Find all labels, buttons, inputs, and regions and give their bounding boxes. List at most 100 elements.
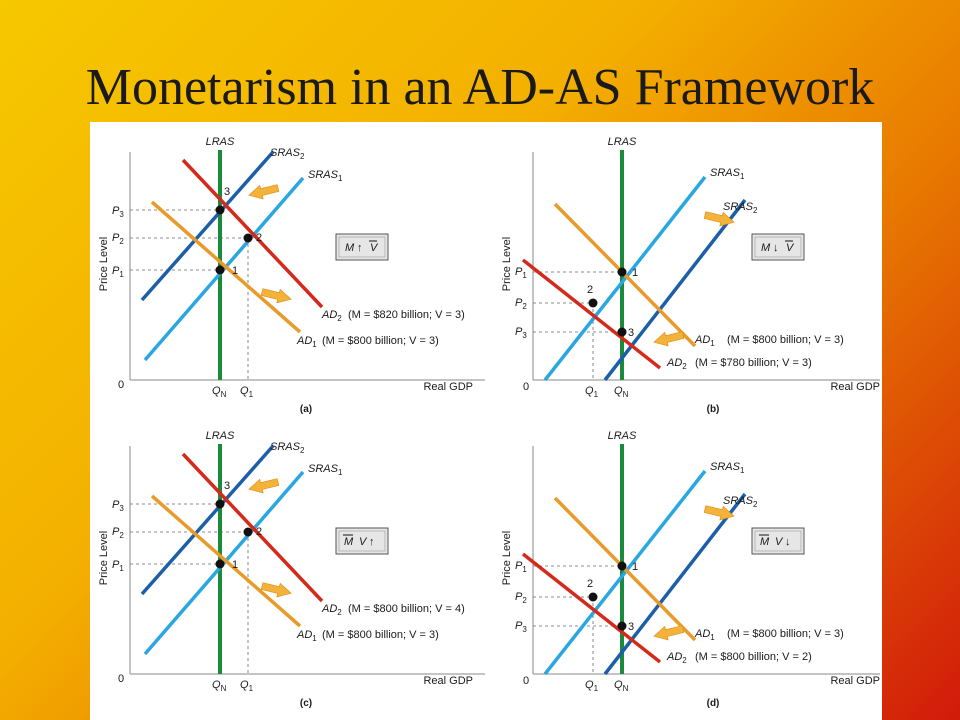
point-top [215, 499, 225, 509]
quantity-label-left: QN [212, 385, 227, 399]
price-label-bottom: P1 [112, 265, 124, 279]
mv-box-m: M [760, 536, 770, 548]
ad-note-upper: (M = $820 billion; V = 3) [348, 309, 465, 321]
ad-note-lower: (M = $800 billion; V = 2) [695, 651, 812, 663]
origin-label: 0 [523, 381, 529, 393]
quantity-label-right: QN [614, 385, 629, 399]
y-axis-label: Price Level [98, 237, 110, 291]
figure-panel: 0 Real GDP Price Level LRAS SRAS2 SRAS1 AD2 (M … [90, 122, 882, 720]
price-label-bottom: P1 [112, 559, 124, 573]
mv-box-v: V [370, 242, 379, 254]
mv-box-m: M [761, 242, 771, 254]
price-label-mid: P2 [112, 526, 124, 540]
quantity-label-right: Q1 [240, 385, 254, 399]
mv-box-m: M [345, 242, 355, 254]
y-axis-label: Price Level [501, 531, 513, 585]
price-label-top: P1 [515, 266, 527, 280]
ad-note-upper: (M = $800 billion; V = 3) [727, 334, 844, 346]
point-bottom [215, 559, 225, 569]
point-label-mid: 2 [587, 284, 593, 296]
x-axis-label: Real GDP [423, 381, 473, 393]
ad2-curve [181, 452, 324, 603]
mv-box: M ↓ V [751, 233, 805, 261]
point-mid [243, 527, 253, 537]
ad-label-lower: AD1 [296, 629, 317, 643]
mv-box-m: M [344, 536, 354, 548]
point-label-top: 3 [224, 186, 230, 198]
sras2-curve [603, 198, 747, 382]
origin-label: 0 [523, 675, 529, 687]
panel-caption: (d) [707, 698, 720, 709]
price-label-bottom: P3 [515, 326, 527, 340]
ad-label-upper: AD2 [321, 309, 342, 323]
ad-label-lower: AD2 [666, 651, 687, 665]
sras-label-upper: SRAS2 [270, 147, 305, 161]
ad2-curve [521, 258, 662, 370]
quantity-label-left: QN [212, 679, 227, 693]
ad1-curve [150, 494, 302, 628]
ad-label-upper: AD1 [694, 628, 715, 642]
mv-box-arrow: ↑ [357, 242, 363, 254]
mv-box-inner [338, 530, 386, 552]
price-label-mid: P2 [515, 591, 527, 605]
sras1-curve [543, 175, 707, 382]
ad-label-upper: AD1 [694, 334, 715, 348]
mv-box: M ↑ V [335, 233, 389, 261]
shift-arrow-ad [653, 331, 685, 347]
sras-label-upper: SRAS1 [710, 167, 745, 181]
sras-label-lower: SRAS1 [308, 463, 343, 477]
panel-caption: (a) [300, 404, 312, 415]
ad-label-lower: AD1 [296, 335, 317, 349]
mv-box-v: V [786, 242, 795, 254]
mv-box-inner [754, 236, 802, 258]
sras-label-upper: SRAS2 [270, 441, 305, 455]
sras2-curve [140, 444, 275, 596]
sras2-curve [603, 492, 747, 676]
quantity-label-left: Q1 [585, 679, 599, 693]
price-label-top: P3 [112, 205, 124, 219]
mv-box-frame [751, 233, 805, 261]
quantity-label-right: Q1 [240, 679, 254, 693]
origin-label: 0 [118, 379, 124, 391]
ad-label-lower: AD2 [666, 357, 687, 371]
ad1-curve [150, 200, 302, 334]
price-label-mid: P2 [112, 232, 124, 246]
point-label-mid: 2 [256, 232, 262, 244]
mv-box-arrow: ↑ [369, 536, 375, 548]
mv-box-inner [338, 236, 386, 258]
point-mid [243, 233, 253, 243]
mv-box-frame [751, 527, 805, 555]
shift-arrow-ad [260, 582, 292, 598]
sras-label-upper: SRAS1 [710, 461, 745, 475]
price-label-top: P3 [112, 499, 124, 513]
ad-note-lower: (M = $800 billion; V = 3) [322, 629, 439, 641]
price-label-bottom: P3 [515, 620, 527, 634]
point-label-bottom: 1 [232, 265, 238, 277]
ad2-curve [181, 158, 324, 309]
panel-caption: (b) [707, 404, 720, 415]
lras-label: LRAS [206, 136, 235, 148]
point-label-top: 1 [632, 561, 638, 573]
point-top [215, 205, 225, 215]
mv-box-frame [335, 527, 389, 555]
shift-arrow-sras [248, 184, 280, 200]
sras-label-lower: SRAS1 [308, 169, 343, 183]
sras1-curve [543, 469, 707, 676]
mv-box-frame [335, 233, 389, 261]
point-mid [588, 298, 598, 308]
ad-label-upper: AD2 [321, 603, 342, 617]
mv-box-v: V [775, 536, 784, 548]
shift-arrow-sras [703, 505, 735, 521]
point-label-top: 3 [224, 480, 230, 492]
slide-title: Monetarism in an AD-AS Framework [85, 59, 875, 116]
panel-b: 0 Real GDP Price Level LRAS SRAS1 SRAS2 AD1 (M … [501, 136, 880, 415]
shift-arrow-sras [248, 478, 280, 494]
quantity-label-left: Q1 [585, 385, 599, 399]
mv-box: M V ↓ [751, 527, 805, 555]
ad-note-lower: (M = $780 billion; V = 3) [695, 357, 812, 369]
shift-arrow-ad [260, 288, 292, 304]
point-label-bottom: 3 [628, 327, 634, 339]
point-top [617, 561, 627, 571]
